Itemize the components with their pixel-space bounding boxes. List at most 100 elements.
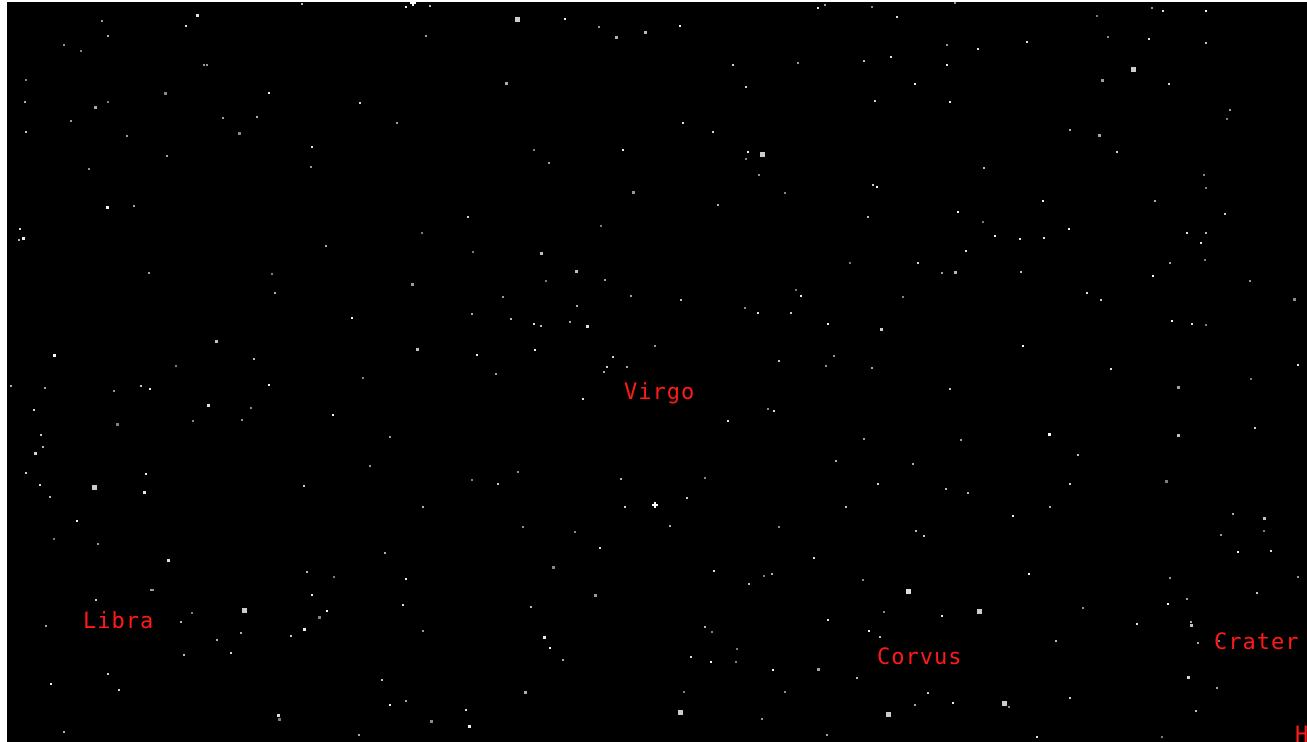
star [1205, 324, 1207, 326]
star [150, 589, 152, 591]
constellation-label: Crater [1214, 630, 1299, 655]
star [268, 92, 270, 94]
star [44, 387, 46, 389]
star [145, 473, 147, 475]
star [682, 122, 684, 124]
star [250, 407, 252, 409]
star [133, 205, 135, 207]
star [164, 92, 167, 95]
star [472, 251, 474, 253]
star [965, 250, 967, 252]
star [1036, 736, 1038, 738]
star [912, 463, 914, 465]
star [24, 101, 26, 103]
star [1020, 271, 1022, 273]
star [704, 626, 706, 628]
star [1068, 228, 1070, 230]
star [1205, 232, 1207, 234]
star [795, 289, 797, 291]
star [107, 35, 109, 37]
star [517, 471, 519, 473]
star [215, 340, 218, 343]
star [644, 31, 647, 34]
star [632, 191, 635, 194]
star [594, 594, 597, 597]
star [1161, 736, 1163, 738]
star [471, 479, 473, 481]
star [242, 608, 247, 613]
star [914, 704, 916, 706]
star [957, 211, 959, 213]
star [1028, 573, 1030, 575]
star [534, 349, 536, 351]
star [76, 520, 78, 522]
star [1098, 134, 1101, 137]
star-bright [652, 502, 658, 508]
star [311, 146, 313, 148]
star [994, 235, 996, 237]
star [1177, 386, 1180, 389]
star [411, 283, 414, 286]
star [800, 295, 802, 297]
constellation-label: H [1295, 723, 1307, 742]
star [1077, 454, 1079, 456]
star [1263, 517, 1266, 520]
star [39, 484, 41, 486]
star [277, 714, 280, 717]
star [1256, 592, 1258, 594]
star [717, 204, 719, 206]
star [1187, 676, 1190, 679]
star [126, 135, 128, 137]
star [191, 612, 193, 614]
star [1167, 603, 1169, 605]
star [49, 496, 51, 498]
star [945, 488, 947, 490]
star [890, 56, 892, 58]
star [40, 434, 42, 436]
star [1101, 79, 1104, 82]
star [1216, 687, 1218, 689]
star [1131, 67, 1136, 72]
star [562, 659, 564, 661]
star [704, 477, 706, 479]
star [422, 630, 424, 632]
star [1086, 292, 1088, 294]
star [495, 373, 497, 375]
star [745, 158, 747, 160]
star [630, 295, 632, 297]
star [678, 710, 683, 715]
star [405, 6, 407, 8]
star [1220, 534, 1222, 536]
star [425, 35, 427, 37]
star [582, 398, 584, 400]
star [967, 492, 969, 494]
star [1165, 480, 1168, 483]
star [876, 186, 878, 188]
star [303, 628, 306, 631]
star [727, 420, 729, 422]
star [744, 307, 746, 309]
star [53, 538, 55, 540]
star [883, 611, 885, 613]
star [902, 296, 904, 298]
star [896, 16, 898, 18]
star [1055, 640, 1057, 642]
star [1205, 187, 1207, 189]
star [152, 589, 154, 591]
star [53, 354, 56, 357]
star [240, 632, 242, 634]
star [301, 3, 303, 5]
star [533, 323, 535, 325]
star [381, 679, 383, 681]
star [1012, 515, 1014, 517]
star [827, 619, 829, 621]
star [25, 79, 27, 81]
star [63, 44, 65, 46]
star [686, 497, 688, 499]
star [620, 478, 622, 480]
star [603, 371, 605, 373]
star [50, 683, 52, 685]
star [358, 734, 360, 736]
star [941, 615, 943, 617]
star [203, 64, 205, 66]
